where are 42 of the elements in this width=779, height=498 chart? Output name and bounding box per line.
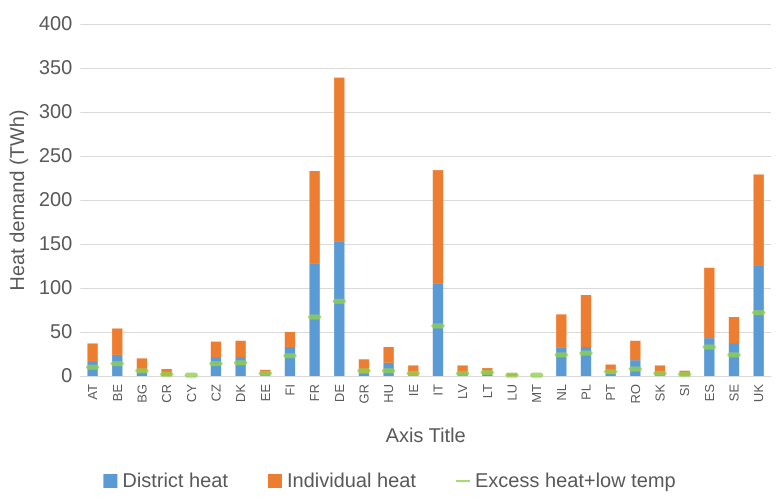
- y-tick-label: 300: [38, 101, 72, 123]
- y-axis-title: Heat demand (TWh): [7, 109, 29, 291]
- x-tick-label: MT: [529, 384, 544, 403]
- y-tick-label: 250: [38, 145, 72, 167]
- x-tick-label: AT: [85, 384, 100, 400]
- x-tick-label: BE: [110, 384, 125, 402]
- legend-label: District heat: [122, 470, 228, 492]
- y-tick-label: 350: [38, 57, 72, 79]
- x-tick-label: ES: [702, 384, 717, 402]
- x-tick-label: SI: [677, 384, 692, 396]
- x-tick-label: UK: [751, 384, 766, 402]
- x-tick-label: FR: [307, 384, 322, 402]
- y-tick-label: 150: [38, 233, 72, 255]
- x-tick-label: CR: [159, 384, 174, 403]
- y-tick-label: 50: [50, 321, 72, 343]
- x-axis-title: Axis Title: [386, 425, 466, 447]
- x-tick-label: CY: [184, 384, 199, 402]
- x-tick-label: BG: [134, 384, 150, 403]
- x-tick-label: CZ: [208, 384, 224, 402]
- x-tick-label: DE: [332, 384, 347, 402]
- x-tick-label: IT: [430, 384, 446, 396]
- x-tick-label: DK: [233, 384, 248, 402]
- x-tick-label: GR: [356, 384, 372, 404]
- legend-label: Excess heat+low temp: [474, 470, 676, 492]
- x-tick-label: LV: [455, 384, 470, 399]
- y-tick-label: 400: [38, 13, 72, 35]
- y-tick-label: 200: [38, 189, 72, 211]
- x-tick-label: FI: [282, 384, 298, 396]
- legend-label: Individual heat: [286, 470, 416, 492]
- x-tick-label: RO: [628, 384, 643, 404]
- x-tick-label: IE: [406, 384, 421, 396]
- x-tick-label: SE: [726, 384, 742, 402]
- x-tick-label: PT: [603, 384, 618, 401]
- x-tick-label: PL: [578, 384, 594, 400]
- y-tick-label: 100: [38, 277, 72, 299]
- x-tick-label: EE: [258, 384, 273, 402]
- x-tick-label: LT: [480, 384, 495, 398]
- x-tick-label: SK: [652, 384, 668, 402]
- x-tick-label: HU: [381, 384, 396, 403]
- x-tick-label: NL: [554, 384, 569, 401]
- y-tick-label: 0: [61, 365, 72, 387]
- x-tick-label: LU: [504, 384, 520, 401]
